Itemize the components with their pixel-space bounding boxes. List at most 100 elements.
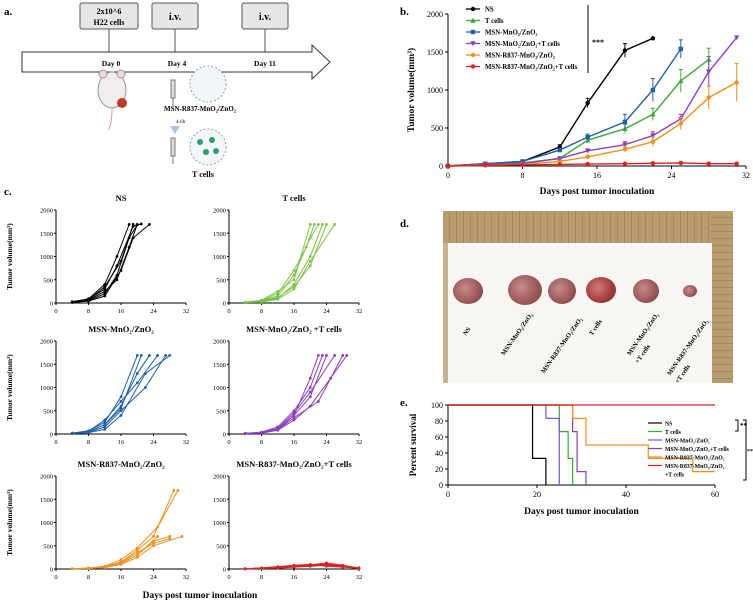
mouse-point: [119, 561, 123, 565]
y-tick-label: 1000: [213, 254, 226, 261]
panel-label-d: d.: [400, 218, 409, 230]
mouse-point: [308, 390, 312, 394]
sig-bracket-2: [743, 419, 747, 481]
mouse-point: [103, 294, 107, 298]
mouse-point: [143, 372, 147, 375]
survival-curve-4: [448, 404, 715, 473]
y-tick-label: 40: [435, 449, 443, 458]
survival-curve-0: [448, 404, 547, 485]
y-tick-label: 500: [216, 408, 226, 415]
mouse-point: [70, 567, 74, 571]
mouse-point: [156, 354, 159, 357]
subplot-title: MSN-R837-MnO₂/ZnO₂+T cells: [236, 459, 352, 469]
y-tick-label: 2000: [213, 474, 226, 481]
mouse-line-1: [245, 355, 348, 435]
mouse-point: [127, 223, 131, 226]
mouse-point: [127, 245, 131, 249]
x-tick-label: 0: [227, 308, 230, 315]
y-tick-label: 0: [223, 301, 226, 308]
legend-marker: [470, 64, 476, 69]
y-axis-label: Tumor volume(mm³): [5, 223, 14, 290]
legend-label: MSN-R837-MnO₂/ZnO₂: [485, 53, 555, 60]
subplot-title: MSN-MnO₂/ZnO₂: [88, 324, 154, 334]
data-point: [678, 121, 684, 126]
cell-type-text: H22 cells: [94, 18, 125, 27]
tumor-ns: [453, 278, 483, 304]
legend-label: MSN-MnO₂/ZnO₂+T cells: [665, 447, 730, 453]
mouse-point: [176, 489, 180, 492]
data-point: [585, 100, 590, 106]
tumor-mnzn-t: [633, 279, 659, 303]
data-point: [557, 147, 562, 153]
data-point: [678, 78, 684, 84]
mouse-point: [312, 223, 316, 226]
mouse-line-3: [245, 355, 336, 435]
mouse-point: [292, 418, 296, 422]
mouse-point: [325, 223, 328, 226]
data-point: [622, 119, 628, 125]
data-point: [706, 95, 711, 100]
mouse-point: [135, 223, 139, 226]
mouse-point: [70, 431, 74, 435]
mouse-point: [316, 223, 320, 226]
data-point: [650, 161, 656, 166]
x-tick-label: 8: [87, 574, 90, 581]
nanoparticle-dish: [189, 65, 227, 103]
data-point: [622, 48, 628, 53]
incubation-label: 4-6h: [176, 120, 186, 125]
y-tick-label: 0: [50, 301, 53, 308]
y-tick-label: 0: [50, 567, 53, 574]
y-tick-label: 500: [216, 277, 226, 284]
treatment-label: MSN-R837-MnO₂/ZnO₂: [164, 105, 236, 113]
chart-survival: 0 20 40 60 80 100 0 20 40 60 Days post tumor inocu…: [408, 401, 753, 517]
series-line-1: [447, 59, 710, 167]
mouse-point: [119, 259, 123, 263]
data-point: [734, 161, 739, 166]
panel-label-c: c.: [4, 186, 12, 198]
photo-label-mnzn: MSN-MnO₂/ZnO₂: [500, 311, 535, 358]
y-tick-label: 2000: [40, 339, 53, 346]
x-tick-label: 32: [356, 574, 363, 581]
chart-individual-growth: NS 0 500 1000 1500 2000 0 8 16 24 32 Tumor volume(m…: [5, 193, 363, 601]
legend-marker: [470, 52, 476, 58]
y-tick-label: 500: [43, 543, 53, 550]
mouse-point: [316, 354, 320, 357]
tcell-dish: [189, 128, 227, 166]
y-tick-label: 500: [216, 543, 226, 550]
mouse-point: [103, 289, 107, 293]
mouse-point: [103, 420, 107, 424]
mouse-point: [292, 287, 296, 291]
x-tick-label: 16: [291, 574, 298, 581]
x-tick-label: 24: [150, 439, 157, 446]
y-tick-label: 1000: [213, 385, 226, 392]
data-point: [557, 159, 562, 164]
data-point: [520, 162, 525, 168]
mouse-point: [135, 553, 139, 557]
down-arrow-icon: [170, 126, 180, 134]
mouse-point: [148, 223, 151, 226]
x-tick-label: 0: [54, 308, 57, 315]
mouse-point: [308, 259, 312, 263]
mouse-point: [308, 376, 312, 380]
legend-marker: [470, 29, 476, 35]
legend-label: NS: [665, 422, 672, 428]
y-tick-label: 1500: [213, 362, 226, 369]
x-axis-label: Days post tumor inoculation: [524, 507, 639, 517]
data-point: [650, 87, 656, 93]
y-tick-label: 0: [223, 567, 226, 574]
mouse-point: [152, 544, 155, 548]
series-line-2: [447, 48, 682, 167]
mouse-point: [308, 386, 312, 389]
mouse-point: [276, 289, 280, 293]
mouse-point: [243, 432, 247, 435]
x-tick-label: 0: [54, 439, 57, 446]
legend-label: +T cells: [665, 473, 685, 479]
tumor-mnzn: [508, 275, 542, 305]
series-line-3: [447, 37, 738, 167]
data-point: [585, 161, 590, 167]
x-tick-label: 24: [150, 308, 157, 315]
photo-board: NS MSN-MnO₂/ZnO₂ MSN-R837-MnO₂/ZnO₂ T ce…: [448, 243, 712, 383]
data-point: [650, 139, 656, 144]
ruler-right: [711, 211, 733, 383]
mouse-line-5: [245, 355, 319, 435]
